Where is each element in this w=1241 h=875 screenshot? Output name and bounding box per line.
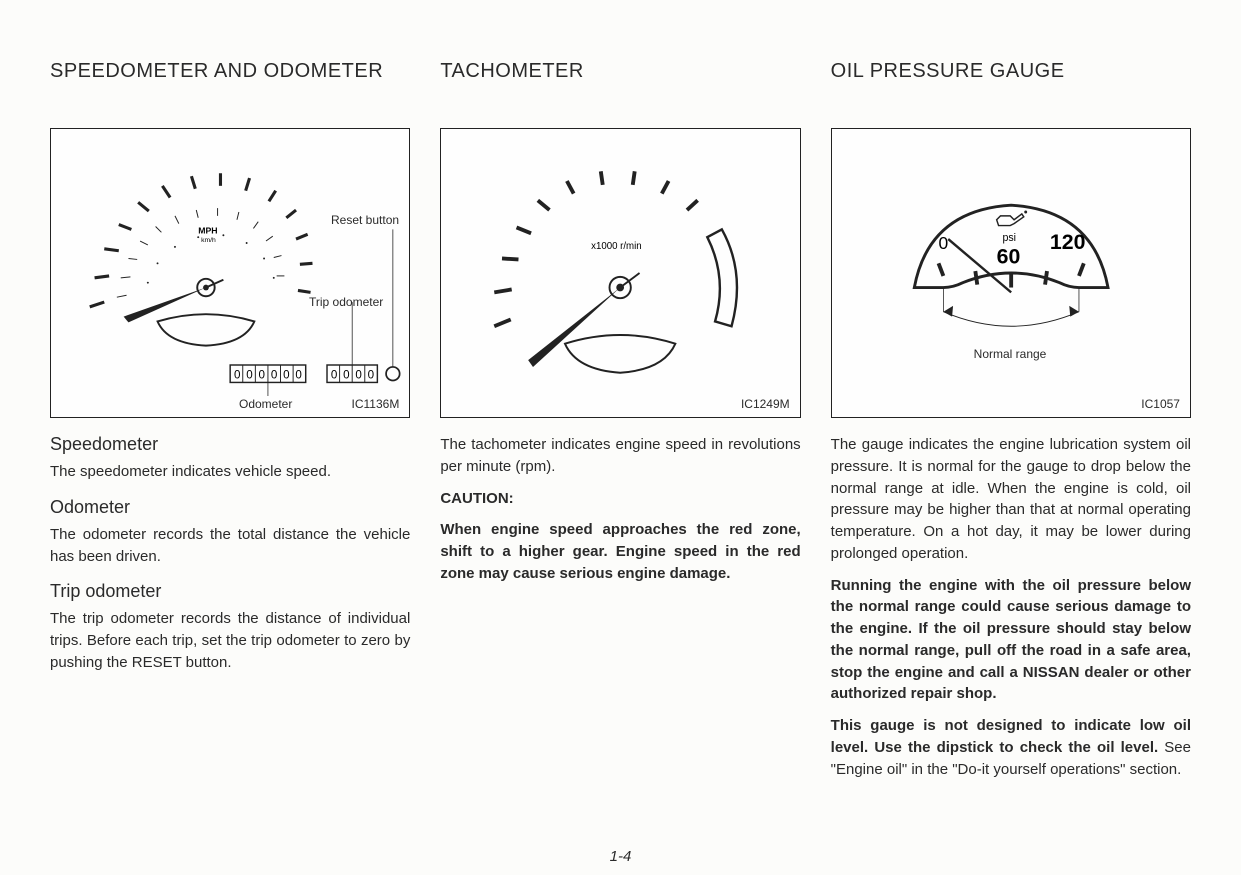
psi-label: psi xyxy=(1002,232,1016,244)
odometer-head: Odometer xyxy=(50,497,410,518)
oil-can-icon xyxy=(996,211,1027,226)
svg-text:0000: 0000 xyxy=(331,369,380,382)
normal-range-label: Normal range xyxy=(974,347,1047,361)
svg-text:000000: 000000 xyxy=(234,369,308,382)
page-number: 1-4 xyxy=(610,848,632,865)
reset-button-label: Reset button xyxy=(331,213,399,227)
val-0: 0 xyxy=(938,233,948,253)
trip-text: The trip odometer records the distance o… xyxy=(50,608,410,673)
column-oil-pressure: OIL PRESSURE GAUGE psi 0 60 120 xyxy=(831,60,1191,790)
oil-mixed: This gauge is not designed to indicate l… xyxy=(831,715,1191,780)
col1-body: Speedometer The speedometer indicates ve… xyxy=(50,434,410,674)
speedometer-needle xyxy=(124,279,224,323)
trip-display: 0000 xyxy=(327,365,380,382)
odometer-text: The odometer records the total distance … xyxy=(50,524,410,568)
figure-speedometer: MPH km/h 000000 xyxy=(50,128,410,418)
col2-title: TACHOMETER xyxy=(440,60,800,110)
reset-button-glyph xyxy=(386,367,400,381)
mph-label: MPH xyxy=(198,225,217,235)
tach-body1: The tachometer indicates engine speed in… xyxy=(440,434,800,478)
figure-oil-pressure: psi 0 60 120 xyxy=(831,128,1191,418)
column-speedometer: SPEEDOMETER AND ODOMETER xyxy=(50,60,410,790)
redzone-arc xyxy=(708,229,738,326)
oil-bold1: Running the engine with the oil pressure… xyxy=(831,575,1191,706)
odometer-label: Odometer xyxy=(239,397,292,411)
tach-center-label: x1000 r/min xyxy=(591,241,642,252)
col1-title: SPEEDOMETER AND ODOMETER xyxy=(50,60,410,110)
kmh-label: km/h xyxy=(201,237,216,244)
figure-tachometer: x1000 r/min IC1249M xyxy=(440,128,800,418)
oil-bold2: This gauge is not designed to indicate l… xyxy=(831,717,1191,756)
odometer-display: 000000 xyxy=(230,365,307,382)
val-60: 60 xyxy=(996,244,1020,268)
figure-id-3: IC1057 xyxy=(1141,397,1180,411)
caution-text: When engine speed approaches the red zon… xyxy=(440,519,800,584)
speedometer-svg: MPH km/h 000000 xyxy=(51,129,409,417)
tachometer-svg: x1000 r/min xyxy=(441,129,799,417)
figure-id-2: IC1249M xyxy=(741,397,790,411)
figure-id-1: IC1136M xyxy=(352,397,400,411)
val-120: 120 xyxy=(1050,230,1086,254)
oil-body1: The gauge indicates the engine lubricati… xyxy=(831,434,1191,565)
speedometer-text: The speedometer indicates vehicle speed. xyxy=(50,461,410,483)
column-tachometer: TACHOMETER x1000 r/min xyxy=(440,60,800,790)
oil-gauge-svg: psi 0 60 120 xyxy=(832,129,1190,417)
tachometer-needle xyxy=(528,273,639,367)
col3-title: OIL PRESSURE GAUGE xyxy=(831,60,1191,110)
caution-label: CAUTION: xyxy=(440,488,800,510)
speedometer-head: Speedometer xyxy=(50,434,410,455)
trip-head: Trip odometer xyxy=(50,581,410,602)
page-columns: SPEEDOMETER AND ODOMETER xyxy=(50,60,1191,790)
trip-odometer-label: Trip odometer xyxy=(309,295,383,309)
